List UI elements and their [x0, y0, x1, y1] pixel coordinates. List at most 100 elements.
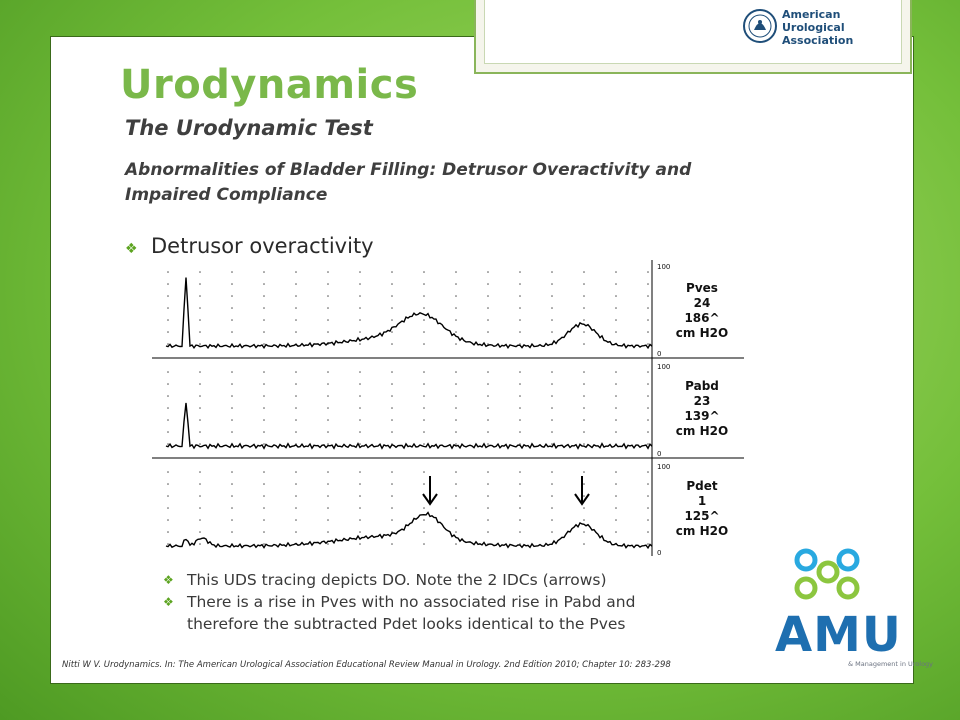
- grid-dot: [263, 283, 265, 285]
- grid-dot: [519, 443, 521, 445]
- grid-dot: [487, 395, 489, 397]
- grid-dot: [519, 371, 521, 373]
- grid-dot: [231, 371, 233, 373]
- grid-dot: [199, 307, 201, 309]
- pdet-unit: cm H2O: [676, 524, 728, 538]
- grid-dot: [391, 307, 393, 309]
- grid-dot: [423, 443, 425, 445]
- grid-dot: [647, 419, 649, 421]
- grid-dot: [647, 319, 649, 321]
- grid-dot: [263, 307, 265, 309]
- grid-dot: [359, 471, 361, 473]
- grid-dot: [263, 531, 265, 533]
- grid-dot: [455, 483, 457, 485]
- grid-dot: [327, 443, 329, 445]
- grid-dot: [231, 431, 233, 433]
- grid-dot: [199, 371, 201, 373]
- grid-dot: [519, 431, 521, 433]
- grid-dot: [423, 419, 425, 421]
- grid-dot: [391, 419, 393, 421]
- grid-dot: [615, 271, 617, 273]
- grid-dot: [391, 371, 393, 373]
- grid-dot: [167, 307, 169, 309]
- grid-dot: [583, 283, 585, 285]
- grid-dot: [423, 371, 425, 373]
- grid-dot: [359, 395, 361, 397]
- grid-dot: [551, 431, 553, 433]
- grid-dot: [263, 295, 265, 297]
- grid-dot: [263, 483, 265, 485]
- slide-panel: [50, 36, 914, 684]
- grid-dot: [359, 331, 361, 333]
- grid-dot: [199, 319, 201, 321]
- grid-dot: [423, 543, 425, 545]
- grid-dot: [423, 343, 425, 345]
- grid-dot: [551, 507, 553, 509]
- grid-dot: [615, 495, 617, 497]
- grid-dot: [327, 431, 329, 433]
- grid-dot: [359, 419, 361, 421]
- grid-dot: [519, 307, 521, 309]
- grid-dot: [615, 307, 617, 309]
- grid-dot: [519, 519, 521, 521]
- grid-dot: [231, 495, 233, 497]
- grid-dot: [455, 371, 457, 373]
- grid-dot: [263, 271, 265, 273]
- grid-dot: [167, 319, 169, 321]
- grid-dot: [327, 395, 329, 397]
- grid-dot: [263, 331, 265, 333]
- grid-dot: [391, 395, 393, 397]
- grid-dot: [647, 543, 649, 545]
- pressure-trace: [165, 277, 653, 350]
- grid-dot: [231, 471, 233, 473]
- grid-dot: [583, 331, 585, 333]
- grid-dot: [231, 507, 233, 509]
- grid-dot: [359, 431, 361, 433]
- pdet-range: 125^: [684, 509, 719, 523]
- sub-bullet-item: ❖ This UDS tracing depicts DO. Note the …: [163, 569, 803, 591]
- grid-dot: [295, 271, 297, 273]
- grid-dot: [519, 343, 521, 345]
- sub-bullet-text-continued: therefore the subtracted Pdet looks iden…: [187, 615, 626, 633]
- grid-dot: [423, 319, 425, 321]
- grid-dot: [199, 295, 201, 297]
- grid-dot: [647, 295, 649, 297]
- grid-dot: [647, 507, 649, 509]
- grid-dot: [455, 431, 457, 433]
- grid-dot: [295, 371, 297, 373]
- grid-dot: [199, 443, 201, 445]
- grid-dot: [199, 543, 201, 545]
- grid-dot: [615, 407, 617, 409]
- aua-wordmark: American Urological Association: [782, 8, 853, 47]
- grid-dot: [167, 295, 169, 297]
- grid-dot: [263, 471, 265, 473]
- grid-dot: [295, 483, 297, 485]
- grid-dot: [327, 507, 329, 509]
- grid-dot: [359, 495, 361, 497]
- grid-dot: [615, 531, 617, 533]
- grid-dot: [583, 419, 585, 421]
- pressure-trace: [165, 402, 653, 450]
- grid-dot: [391, 283, 393, 285]
- grid-dot: [327, 519, 329, 521]
- grid-dot: [295, 519, 297, 521]
- grid-dot: [231, 395, 233, 397]
- grid-dot: [455, 407, 457, 409]
- grid-dot: [295, 319, 297, 321]
- grid-dot: [231, 419, 233, 421]
- grid-dot: [391, 407, 393, 409]
- grid-dot: [455, 443, 457, 445]
- grid-dot: [519, 295, 521, 297]
- grid-dot: [231, 531, 233, 533]
- grid-dot: [295, 283, 297, 285]
- pves-range: 186^: [684, 311, 719, 325]
- grid-dot: [487, 471, 489, 473]
- amu-tagline: & Management in Urology: [848, 660, 934, 668]
- grid-dot: [167, 495, 169, 497]
- sub-bullet-text: This UDS tracing depicts DO. Note the 2 …: [187, 571, 607, 589]
- grid-dot: [615, 283, 617, 285]
- grid-dot: [263, 443, 265, 445]
- grid-dot: [327, 419, 329, 421]
- grid-dot: [167, 383, 169, 385]
- grid-dot: [455, 419, 457, 421]
